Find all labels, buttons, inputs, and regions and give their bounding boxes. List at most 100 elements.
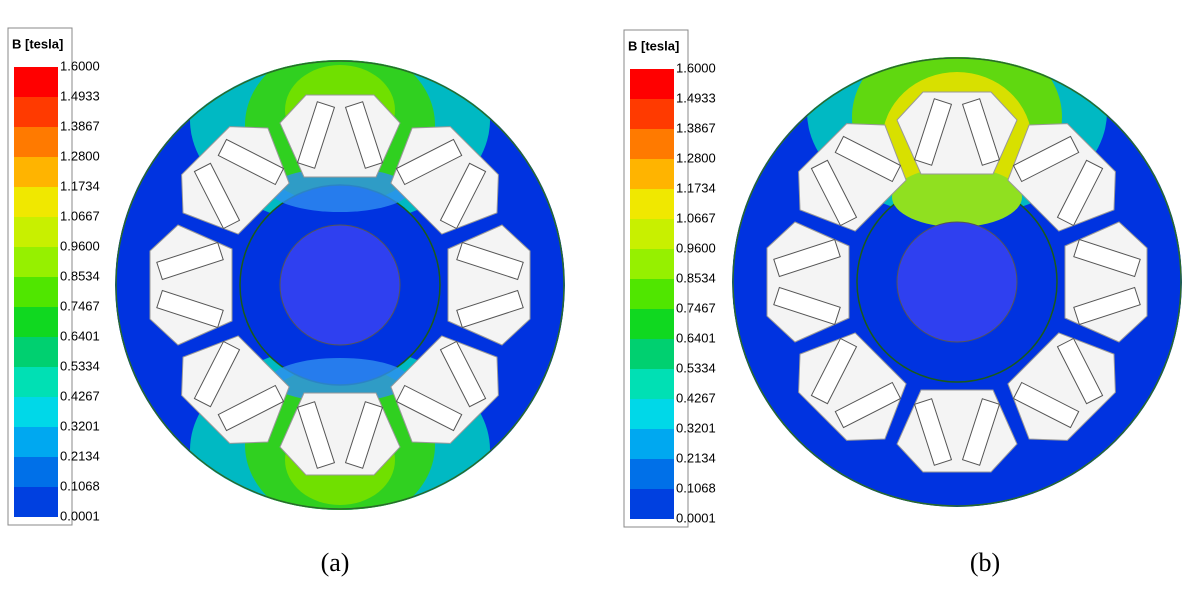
- legend-label: 1.4933: [60, 88, 100, 103]
- coil: [456, 289, 524, 329]
- slot: [1007, 123, 1116, 232]
- legend-band: [14, 157, 58, 187]
- slot-opening: [279, 392, 401, 476]
- legend-label: 0.7467: [676, 300, 716, 315]
- legend-band: [630, 339, 674, 369]
- legend-band: [630, 129, 674, 159]
- slot: [390, 335, 499, 444]
- legend-label: 0.0001: [60, 508, 100, 523]
- panel: B [tesla] 1.6000 1.4933 1.3867 1.2800 1.1734 1…: [623, 29, 1182, 577]
- legend-band: [14, 67, 58, 97]
- coil: [156, 289, 224, 329]
- slot-opening: [390, 335, 499, 444]
- legend-label: 1.2800: [676, 150, 716, 165]
- coil: [1012, 381, 1080, 429]
- stator-outline: [732, 57, 1182, 507]
- legend-band: [14, 337, 58, 367]
- legend-band: [630, 399, 674, 429]
- coil: [913, 98, 953, 166]
- caption: (b): [970, 548, 1000, 577]
- coil: [439, 162, 487, 230]
- coil: [156, 241, 224, 281]
- legend-label: 0.0001: [676, 510, 716, 525]
- coil: [913, 398, 953, 466]
- legend: B [tesla] 1.6000 1.4933 1.3867 1.2800 1.1734 1…: [623, 29, 716, 528]
- legend-label: 0.8534: [676, 270, 716, 285]
- rotor-field: [892, 167, 1022, 227]
- legend-band: [630, 99, 674, 129]
- legend-label: 0.7467: [60, 298, 100, 313]
- panel: B [tesla] 1.6000 1.4933 1.3867 1.2800 1.1734 1…: [7, 27, 565, 577]
- legend-label: 0.4267: [676, 390, 716, 405]
- coil: [810, 337, 858, 405]
- slot: [279, 94, 401, 178]
- legend-band: [14, 277, 58, 307]
- coil: [439, 340, 487, 408]
- slot-opening: [896, 389, 1018, 473]
- slot-opening: [1007, 123, 1116, 232]
- slot: [447, 224, 531, 346]
- coil: [961, 98, 1001, 166]
- shaft: [896, 221, 1018, 343]
- coil: [834, 381, 902, 429]
- legend-band: [14, 97, 58, 127]
- legend-label: 1.0667: [676, 210, 716, 225]
- slot-opening: [798, 123, 907, 232]
- legend-band: [14, 427, 58, 457]
- legend-band: [14, 487, 58, 517]
- legend-label: 0.1068: [676, 480, 716, 495]
- rotor-field: [270, 168, 410, 212]
- coil: [296, 101, 336, 169]
- slot-opening: [896, 91, 1018, 175]
- slot: [896, 91, 1018, 175]
- coil: [1073, 238, 1141, 278]
- legend-label: 1.2800: [60, 148, 100, 163]
- coil: [1073, 286, 1141, 326]
- legend-band: [14, 307, 58, 337]
- legend-title: B [tesla]: [12, 36, 63, 51]
- legend-label: 1.6000: [60, 58, 100, 73]
- legend-band: [630, 189, 674, 219]
- legend-label: 0.3201: [60, 418, 100, 433]
- slot: [798, 123, 907, 232]
- legend-label: 1.3867: [60, 118, 100, 133]
- legend-band: [630, 309, 674, 339]
- legend-label: 1.1734: [676, 180, 716, 195]
- legend-label: 0.3201: [676, 420, 716, 435]
- coil: [344, 101, 384, 169]
- rotor-field: [270, 358, 410, 402]
- coil: [193, 162, 241, 230]
- legend-band: [630, 69, 674, 99]
- slot-opening: [766, 221, 850, 343]
- slot-opening: [181, 126, 290, 235]
- slot-opening: [447, 224, 531, 346]
- slot-opening: [181, 335, 290, 444]
- slot-opening: [149, 224, 233, 346]
- coil: [395, 384, 463, 432]
- legend-label: 0.2134: [676, 450, 716, 465]
- legend-label: 0.2134: [60, 448, 100, 463]
- legend-band: [630, 159, 674, 189]
- coil: [773, 238, 841, 278]
- coil: [1056, 159, 1104, 227]
- slot: [798, 332, 907, 441]
- legend-label: 1.6000: [676, 60, 716, 75]
- coil: [344, 401, 384, 469]
- legend-band: [630, 459, 674, 489]
- coil: [810, 159, 858, 227]
- legend-band: [630, 219, 674, 249]
- legend-label: 1.4933: [676, 90, 716, 105]
- legend-label: 1.3867: [676, 120, 716, 135]
- legend-band: [630, 489, 674, 519]
- legend-band: [630, 429, 674, 459]
- legend-label: 0.6401: [60, 328, 100, 343]
- slot-opening: [1007, 332, 1116, 441]
- slot: [279, 392, 401, 476]
- legend-band: [14, 187, 58, 217]
- legend-band: [14, 247, 58, 277]
- coil: [217, 138, 285, 186]
- coil: [456, 241, 524, 281]
- legend-title: B [tesla]: [628, 38, 679, 53]
- legend-band: [14, 457, 58, 487]
